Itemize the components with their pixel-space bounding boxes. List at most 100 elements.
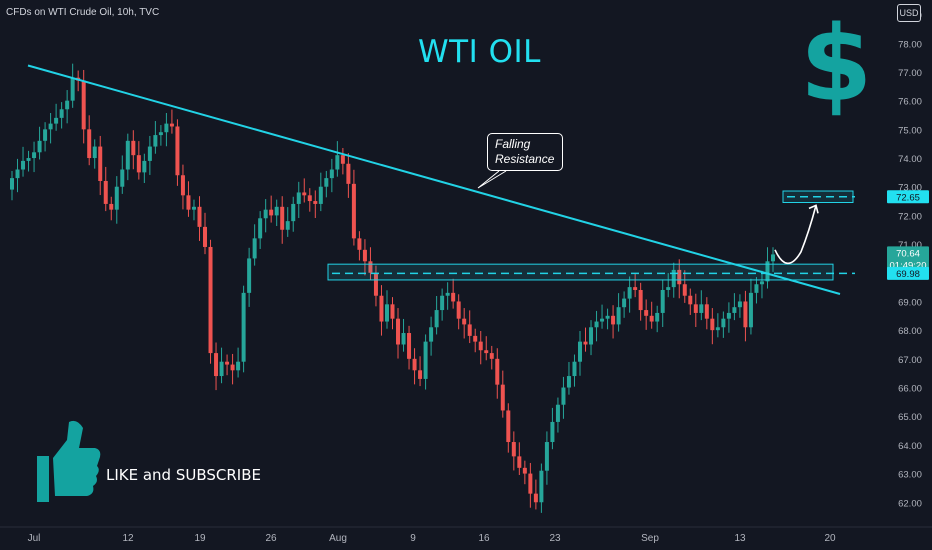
x-tick-label: 12	[122, 533, 134, 544]
y-tick-label: 63.00	[898, 470, 922, 481]
candle-up	[572, 361, 577, 377]
candle-down	[677, 269, 682, 285]
overlay-layer	[27, 64, 855, 295]
candle-up	[329, 169, 334, 179]
candle-up	[544, 442, 549, 471]
candle-up	[726, 312, 731, 319]
y-tick-label: 74.00	[898, 154, 922, 165]
candle-down	[522, 467, 527, 474]
candle-up	[748, 292, 753, 328]
y-tick-label: 76.00	[898, 97, 922, 108]
x-tick-label: 16	[478, 533, 490, 544]
y-tick-label: 75.00	[898, 125, 922, 136]
candle-up	[759, 281, 764, 285]
candle-up	[429, 327, 434, 342]
candle-up	[384, 304, 389, 322]
y-tick-label: 62.00	[898, 498, 922, 509]
candle-up	[37, 140, 42, 153]
candle-down	[495, 358, 500, 385]
projection-arrow	[774, 205, 817, 265]
candle-up	[550, 421, 555, 443]
y-tick-label: 71.00	[898, 240, 922, 251]
candle-down	[357, 238, 362, 250]
dollar-sign-icon: $	[800, 3, 873, 125]
candle-up	[158, 132, 163, 136]
candle-up	[765, 261, 770, 282]
x-tick-label: Sep	[641, 533, 659, 544]
candle-down	[533, 493, 538, 503]
candle-down	[528, 473, 533, 494]
candle-down	[611, 315, 616, 325]
candle-up	[318, 186, 323, 204]
candle-down	[98, 146, 103, 181]
candle-up	[32, 152, 37, 159]
candle-up	[594, 321, 599, 328]
callout-pointer	[477, 170, 507, 189]
y-tick-label: 72.00	[898, 211, 922, 222]
candle-up	[92, 146, 97, 159]
candle-down	[484, 350, 489, 354]
level-price-badge-text: 69.98	[896, 269, 920, 280]
candle-up	[43, 129, 48, 141]
candle-up	[114, 186, 119, 210]
candle-down	[506, 410, 511, 443]
candle-up	[566, 376, 571, 388]
candle-up	[671, 269, 676, 288]
x-axis: Jul 12 19 26 Aug 9 16 23 Sep 13 20	[0, 526, 932, 544]
candle-up	[153, 135, 158, 147]
candle-down	[269, 209, 274, 216]
candle-up	[605, 315, 610, 319]
candle-down	[644, 310, 649, 316]
candle-down	[456, 301, 461, 319]
candle-up	[401, 333, 406, 345]
thumbs-up-icon	[37, 420, 101, 502]
symbol-header: CFDs on WTI Crude Oil, 10h, TVC	[6, 7, 160, 18]
candle-down	[478, 341, 483, 351]
target-price-badge-bg	[887, 190, 929, 204]
candle-down	[418, 370, 423, 379]
candle-up	[54, 117, 59, 124]
candle-down	[87, 129, 92, 159]
candle-up	[15, 169, 20, 179]
candle-up	[423, 341, 428, 379]
candles-layer	[10, 63, 775, 513]
current-price-badge-text: 70.64	[896, 248, 920, 259]
candle-down	[169, 123, 174, 127]
candle-down	[180, 175, 185, 196]
candle-up	[236, 361, 241, 371]
candle-up	[125, 140, 130, 170]
candle-up	[247, 258, 252, 293]
candle-up	[241, 292, 246, 362]
candle-down	[500, 384, 505, 411]
x-tick-label: Jul	[28, 533, 41, 544]
candle-up	[65, 100, 70, 110]
candle-up	[324, 178, 329, 187]
candle-up	[440, 295, 445, 311]
candle-down	[517, 456, 522, 468]
candle-down	[197, 206, 202, 227]
candle-down	[583, 341, 588, 345]
candle-up	[434, 310, 439, 328]
candle-down	[136, 155, 141, 173]
candle-down	[368, 261, 373, 273]
x-tick-label: 23	[549, 533, 561, 544]
candle-up	[561, 387, 566, 405]
candle-up	[219, 361, 224, 377]
candle-down	[467, 324, 472, 336]
candle-down	[340, 155, 345, 164]
candle-up	[539, 470, 544, 503]
candle-up	[147, 146, 152, 161]
candle-up	[274, 206, 279, 216]
x-tick-label: 13	[734, 533, 746, 544]
currency-badge[interactable]: USD	[897, 4, 921, 22]
candle-up	[721, 318, 726, 328]
candle-down	[225, 361, 230, 365]
candle-down	[412, 358, 417, 371]
callout-line-2: Resistance	[495, 152, 555, 166]
candle-up	[754, 284, 759, 293]
candle-down	[214, 353, 219, 377]
callout-line-1: Falling	[495, 137, 531, 151]
candle-up	[59, 109, 64, 118]
